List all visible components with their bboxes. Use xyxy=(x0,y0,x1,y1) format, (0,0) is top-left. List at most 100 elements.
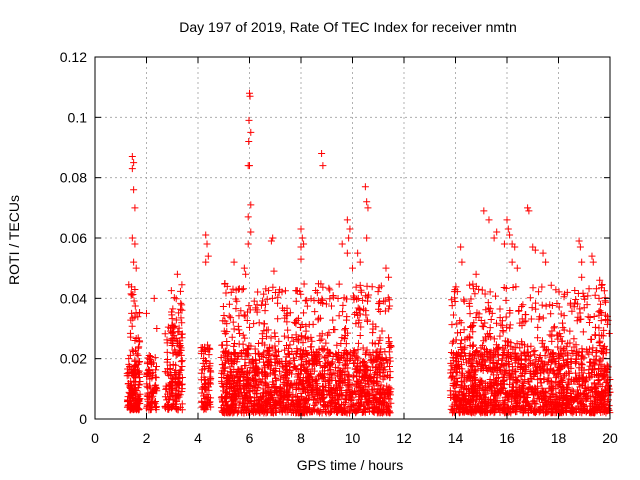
data-point xyxy=(147,360,155,368)
data-point xyxy=(227,356,235,364)
data-point xyxy=(524,204,532,212)
data-point xyxy=(469,280,477,288)
data-point xyxy=(242,375,250,383)
data-point xyxy=(257,392,265,400)
data-point xyxy=(206,376,214,384)
data-point xyxy=(550,400,558,408)
data-point xyxy=(128,309,136,317)
data-point xyxy=(283,381,291,389)
data-point xyxy=(264,397,272,405)
data-point xyxy=(369,386,377,394)
data-point xyxy=(383,359,391,367)
data-point xyxy=(386,344,394,352)
data-point xyxy=(504,403,512,411)
data-point xyxy=(289,354,297,362)
data-point xyxy=(473,383,481,391)
data-point xyxy=(328,302,335,310)
data-point xyxy=(162,385,170,393)
data-point xyxy=(601,396,609,404)
data-point xyxy=(473,389,481,397)
data-point xyxy=(544,374,552,382)
data-point xyxy=(448,296,456,304)
data-point xyxy=(572,295,580,303)
data-point xyxy=(476,351,484,359)
data-point xyxy=(519,301,527,309)
data-point xyxy=(476,406,484,414)
data-point xyxy=(127,290,135,298)
data-point xyxy=(532,400,540,408)
data-point xyxy=(266,391,274,399)
x-axis-label: GPS time / hours xyxy=(297,457,404,473)
data-point xyxy=(337,391,345,399)
data-point xyxy=(178,306,186,314)
data-point xyxy=(513,340,521,348)
data-point xyxy=(360,389,368,397)
data-point xyxy=(225,389,233,397)
data-point xyxy=(503,323,511,331)
data-point xyxy=(472,270,480,278)
data-point xyxy=(178,319,186,327)
data-point xyxy=(245,137,253,145)
data-point xyxy=(283,342,291,350)
data-point xyxy=(349,264,356,272)
data-point xyxy=(359,344,367,352)
data-point xyxy=(317,390,325,398)
data-point xyxy=(496,403,504,411)
data-point xyxy=(495,388,503,396)
data-point xyxy=(460,326,468,334)
data-point xyxy=(559,324,567,332)
data-point xyxy=(271,358,279,366)
data-point xyxy=(317,398,325,406)
data-point xyxy=(318,150,326,158)
data-point xyxy=(597,348,605,356)
data-point xyxy=(456,397,464,405)
data-point xyxy=(325,329,333,337)
data-point xyxy=(204,252,212,260)
data-point xyxy=(132,395,140,403)
data-point xyxy=(153,385,161,393)
data-point xyxy=(303,374,311,382)
data-point xyxy=(250,320,258,328)
data-point xyxy=(292,331,300,339)
data-point xyxy=(449,368,457,376)
data-point xyxy=(361,370,369,378)
data-point xyxy=(282,371,290,379)
data-point xyxy=(534,323,542,331)
data-point xyxy=(513,378,521,386)
data-point xyxy=(143,309,150,317)
data-point xyxy=(578,345,586,353)
data-point xyxy=(376,390,384,398)
data-point xyxy=(532,305,540,313)
data-point xyxy=(170,294,178,302)
data-point xyxy=(446,387,454,395)
data-point xyxy=(472,407,480,415)
data-point xyxy=(275,358,283,366)
data-point xyxy=(332,376,340,384)
data-point xyxy=(497,321,505,329)
data-point xyxy=(570,343,578,351)
data-point xyxy=(178,357,186,365)
data-point xyxy=(341,371,349,379)
data-point xyxy=(277,372,285,380)
data-point xyxy=(318,295,326,303)
data-point xyxy=(369,329,377,337)
data-point xyxy=(512,401,520,409)
data-point xyxy=(130,186,138,194)
data-point xyxy=(493,345,501,353)
data-point xyxy=(554,354,562,362)
data-point xyxy=(201,343,209,351)
data-point xyxy=(539,314,547,322)
data-point xyxy=(519,383,527,391)
data-point xyxy=(167,287,175,295)
data-point xyxy=(161,403,169,411)
data-point xyxy=(521,363,529,371)
data-point xyxy=(360,305,368,313)
data-point xyxy=(460,296,468,304)
data-point xyxy=(598,367,606,375)
data-point xyxy=(150,294,158,302)
data-point xyxy=(471,290,479,298)
data-point xyxy=(492,292,500,300)
data-point xyxy=(254,349,262,357)
data-point xyxy=(361,383,369,391)
data-point xyxy=(506,321,514,329)
